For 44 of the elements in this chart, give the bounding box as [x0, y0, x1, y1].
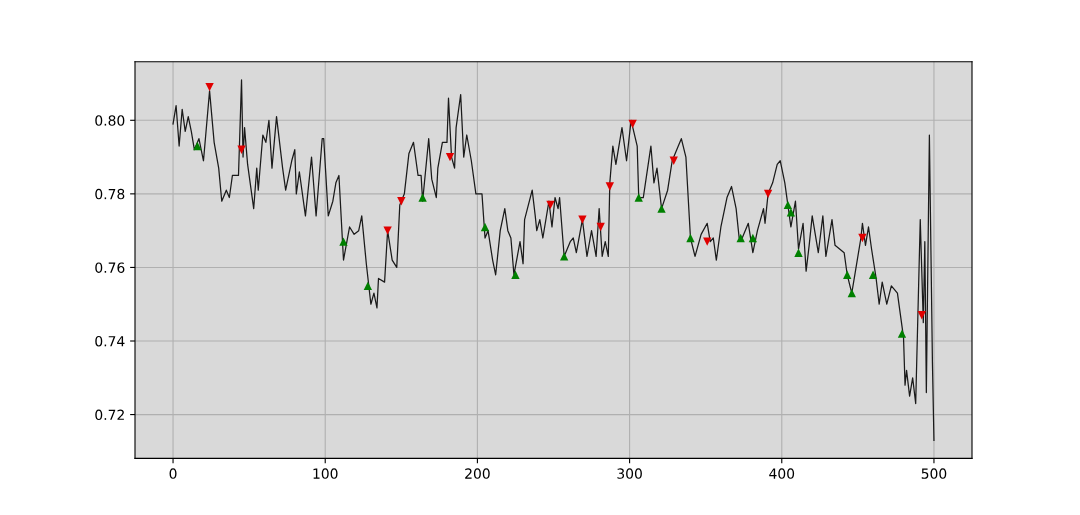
- point: [736, 233, 745, 243]
- line-series: [172, 79, 935, 441]
- point: [339, 237, 348, 246]
- point: [193, 141, 202, 151]
- point: [559, 252, 569, 261]
- point: [783, 200, 793, 210]
- point: [847, 289, 856, 298]
- point: [546, 200, 555, 210]
- point: [511, 270, 520, 279]
- point: [480, 222, 490, 232]
- point: [628, 119, 637, 129]
- point: [363, 281, 373, 290]
- point: [418, 193, 427, 202]
- x-tick-label: 100: [313, 468, 338, 479]
- point: [445, 152, 455, 162]
- x-tick-label: 300: [617, 468, 642, 479]
- point: [868, 270, 878, 279]
- point: [578, 215, 587, 224]
- point: [596, 222, 605, 232]
- point: [205, 83, 214, 92]
- y-tick-label: 0.74: [95, 335, 125, 347]
- point: [237, 145, 246, 154]
- x-tick-label: 200: [465, 468, 490, 479]
- y-tick-label: 0.78: [95, 188, 125, 200]
- x-tick-label: 0: [169, 468, 177, 479]
- point: [843, 270, 852, 279]
- point: [605, 182, 614, 191]
- point: [897, 329, 907, 338]
- point: [748, 233, 758, 243]
- point: [858, 233, 867, 243]
- point: [383, 226, 392, 235]
- point: [686, 233, 695, 243]
- point: [917, 311, 926, 320]
- y-tick-label: 0.72: [95, 409, 124, 421]
- point: [397, 197, 406, 206]
- x-tick-label: 400: [769, 468, 795, 479]
- y-tick-label: 0.76: [95, 262, 125, 273]
- point: [794, 248, 803, 257]
- point: [763, 189, 773, 199]
- y-tick-label: 0.80: [95, 115, 125, 126]
- x-tick-label: 500: [921, 468, 947, 479]
- point: [657, 204, 666, 213]
- point: [786, 208, 796, 217]
- point: [634, 193, 643, 202]
